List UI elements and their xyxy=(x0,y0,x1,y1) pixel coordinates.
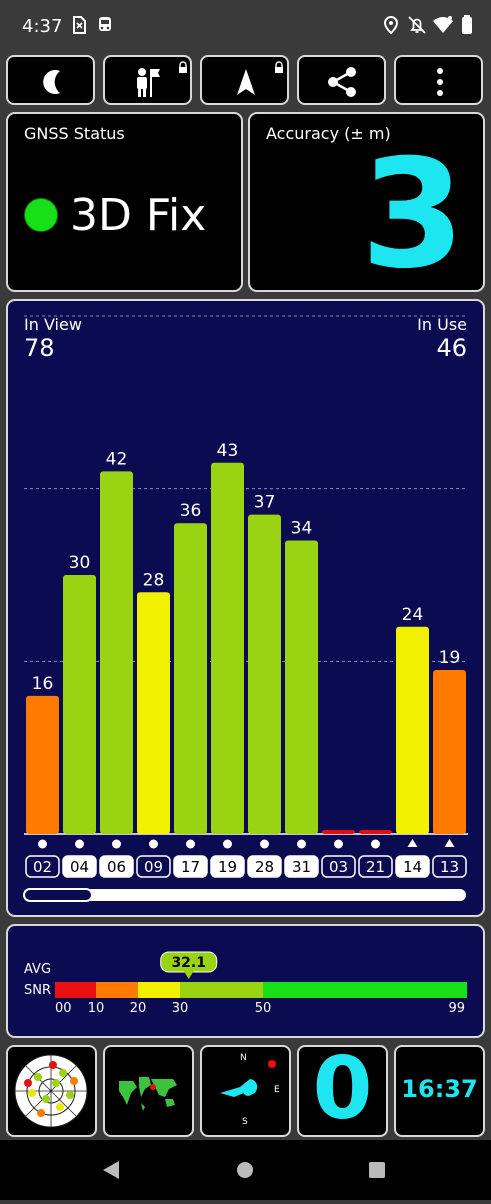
navigation-bar xyxy=(0,1140,491,1200)
gnss-status-label: GNSS Status xyxy=(24,124,125,143)
person-flag-icon xyxy=(137,61,187,97)
recents-button[interactable] xyxy=(369,1162,385,1178)
snr-label: SNR xyxy=(24,983,52,998)
recents-icon xyxy=(369,1162,385,1178)
counter-tile[interactable]: 0 xyxy=(297,1045,388,1137)
compass-east: E xyxy=(274,1085,280,1095)
navigation-arrow-icon xyxy=(237,61,283,95)
fix-indicator xyxy=(24,198,58,232)
wifi-icon xyxy=(433,16,453,33)
share-icon xyxy=(328,67,356,97)
notifications-off-icon xyxy=(408,16,426,34)
compass-icon xyxy=(220,1060,276,1097)
fix-status-text: 3D Fix xyxy=(70,190,207,241)
sky-plot-icon xyxy=(14,1054,88,1128)
world-map-icon xyxy=(115,1075,183,1111)
location-icon xyxy=(383,15,399,35)
in-use-label: In Use xyxy=(417,315,467,334)
accuracy-value: 3 xyxy=(360,128,465,302)
navigate-button[interactable] xyxy=(200,55,289,105)
compass-south: S xyxy=(242,1117,248,1127)
moon-icon xyxy=(43,70,60,94)
accuracy-label: Accuracy (± m) xyxy=(266,124,391,143)
clock-tile[interactable]: 16:37 xyxy=(394,1045,485,1137)
back-icon xyxy=(103,1161,119,1179)
satellite-chart-panel[interactable] xyxy=(6,299,485,917)
world-map-tile[interactable] xyxy=(103,1045,194,1137)
train-icon xyxy=(99,17,111,31)
more-options-button[interactable] xyxy=(394,55,483,105)
in-use-count: 46 xyxy=(436,334,467,362)
back-button[interactable] xyxy=(103,1161,119,1179)
accuracy-panel[interactable] xyxy=(248,112,485,292)
location-share-button[interactable] xyxy=(103,55,192,105)
sim-icon xyxy=(73,16,86,34)
compass-north: N xyxy=(240,1053,247,1063)
counter-value: 0 xyxy=(312,1039,373,1139)
more-vert-icon xyxy=(437,68,443,96)
clock-time: 16:37 xyxy=(401,1075,478,1103)
snr-panel[interactable] xyxy=(6,924,485,1038)
avg-label: AVG xyxy=(24,962,52,977)
status-time: 4:37 xyxy=(22,16,63,37)
share-button[interactable] xyxy=(297,55,386,105)
in-view-count: 78 xyxy=(24,334,55,362)
status-bar: 4:37 xyxy=(0,0,491,50)
compass-tile[interactable]: N E S xyxy=(200,1045,291,1137)
home-icon xyxy=(237,1162,253,1178)
battery-icon xyxy=(462,15,472,34)
in-view-label: In View xyxy=(24,315,82,334)
night-mode-button[interactable] xyxy=(6,55,95,105)
home-button[interactable] xyxy=(237,1162,253,1178)
sky-plot-tile[interactable] xyxy=(6,1045,97,1137)
